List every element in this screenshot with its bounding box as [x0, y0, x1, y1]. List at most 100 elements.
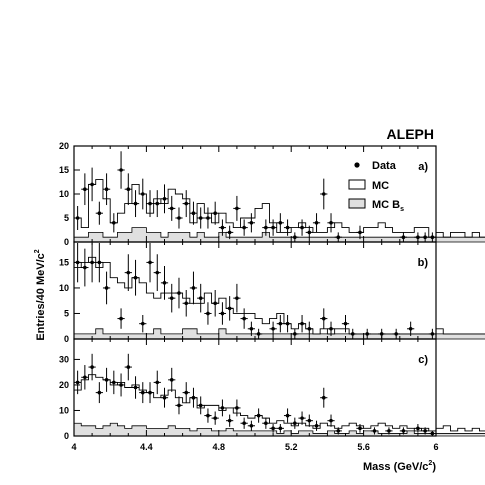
data-point-a-35: [334, 232, 342, 242]
data-point-c-31: [298, 411, 306, 425]
x-tick-label-5: 6: [433, 442, 438, 452]
data-point-b-20: [226, 296, 234, 321]
data-point-c-14: [175, 396, 183, 415]
data-point-marker: [278, 221, 283, 225]
data-point-marker: [307, 230, 312, 235]
data-point-marker: [184, 390, 189, 395]
y-tick-label-c-2: 20: [59, 380, 69, 390]
x-tick-label-1: 4.4: [140, 442, 153, 452]
data-point-marker: [198, 216, 203, 220]
panels: 0 5 10 15 20 a) 0 5 10 15 b) 0 10 20 30 c) 4 4.4 4.8 5.2 5.6…: [59, 141, 485, 452]
data-point-marker: [329, 418, 333, 423]
data-point-marker: [401, 235, 406, 239]
data-point-marker: [191, 286, 196, 290]
data-point-marker: [169, 206, 174, 211]
data-point-marker: [430, 332, 435, 336]
data-point-b-4: [102, 271, 111, 305]
data-point-c-25: [255, 408, 263, 423]
panel-label-b: b): [418, 257, 429, 269]
data-point-marker: [264, 421, 268, 426]
data-point-marker: [372, 429, 377, 433]
data-point-a-11: [153, 190, 161, 218]
data-point-b-35: [363, 328, 371, 339]
data-point-c-36: [334, 427, 342, 435]
data-point-marker: [133, 385, 138, 390]
data-point-marker: [416, 235, 420, 239]
data-point-marker: [220, 311, 225, 316]
data-point-marker: [140, 390, 145, 395]
data-point-a-25: [262, 219, 270, 236]
data-point-marker: [148, 201, 152, 206]
data-point-marker: [329, 221, 333, 225]
data-point-c-17: [197, 396, 205, 415]
data-point-marker: [423, 429, 427, 433]
data-point-a-4: [102, 173, 111, 206]
data-point-c-7: [124, 353, 132, 381]
data-point-a-28: [283, 219, 292, 236]
data-point-marker: [191, 211, 196, 215]
data-point-a-10: [146, 190, 154, 218]
data-point-marker: [162, 395, 167, 400]
data-point-marker: [97, 260, 102, 265]
data-point-marker: [169, 378, 174, 382]
experiment-label: ALEPH: [387, 126, 434, 142]
data-point-c-23: [240, 417, 248, 429]
data-point-marker: [126, 365, 131, 369]
data-point-marker: [198, 296, 203, 300]
data-point-b-19: [218, 302, 227, 325]
data-point-b-37: [392, 328, 400, 339]
data-point-marker: [285, 321, 290, 326]
data-point-marker: [227, 230, 232, 235]
data-point-c-33: [312, 420, 321, 431]
data-point-marker: [271, 225, 275, 230]
data-point-marker: [227, 418, 232, 423]
panel-label-a: a): [418, 161, 428, 173]
mc-bs-histogram-a: [73, 227, 485, 243]
data-point-b-29: [298, 315, 306, 333]
data-point-c-27: [269, 424, 277, 433]
data-point-b-7: [131, 259, 140, 296]
data-point-marker: [133, 201, 138, 206]
data-point-marker: [206, 216, 210, 220]
mc-histogram-c: [73, 374, 485, 436]
data-point-marker: [401, 429, 406, 433]
data-point-marker: [140, 321, 145, 326]
data-point-marker: [379, 332, 384, 336]
data-point-b-3: [95, 243, 103, 283]
data-point-b-1: [81, 248, 89, 287]
data-point-b-14: [182, 289, 190, 317]
data-point-marker: [206, 413, 210, 418]
data-point-marker: [285, 413, 290, 418]
data-point-marker: [321, 192, 326, 196]
data-point-marker: [83, 375, 87, 380]
data-point-b-16: [197, 283, 205, 313]
data-point-marker: [235, 296, 239, 300]
data-point-marker: [133, 275, 138, 280]
data-point-b-24: [255, 328, 263, 339]
data-point-c-8: [131, 376, 140, 399]
data-point-marker: [358, 426, 362, 431]
data-point-c-6: [117, 373, 125, 397]
data-point-marker: [220, 225, 225, 230]
data-point-b-26: [276, 315, 284, 333]
data-point-marker: [191, 395, 196, 400]
data-point-marker: [329, 326, 333, 331]
x-tick-label-3: 5.2: [285, 442, 298, 452]
x-axis-label: Mass (GeV/c2): [363, 460, 436, 473]
y-axis-label: Entries/40 MeV/c2: [34, 249, 47, 340]
data-point-marker: [140, 192, 145, 196]
data-point-c-40: [399, 427, 408, 435]
data-point-marker: [220, 406, 225, 410]
y-tick-label-a-0: 0: [64, 237, 69, 247]
data-point-b-11: [160, 265, 169, 300]
data-point-c-15: [182, 382, 190, 404]
data-point-b-15: [189, 271, 198, 305]
data-point-marker: [271, 426, 275, 431]
y-tick-label-b-3: 15: [59, 257, 69, 267]
data-point-a-37: [399, 232, 408, 242]
data-point-a-6: [117, 151, 125, 189]
data-point-marker: [321, 316, 326, 321]
data-point-marker: [83, 265, 87, 270]
data-point-marker: [314, 423, 319, 428]
panel-a: 0 5 10 15 20 a): [59, 141, 485, 247]
